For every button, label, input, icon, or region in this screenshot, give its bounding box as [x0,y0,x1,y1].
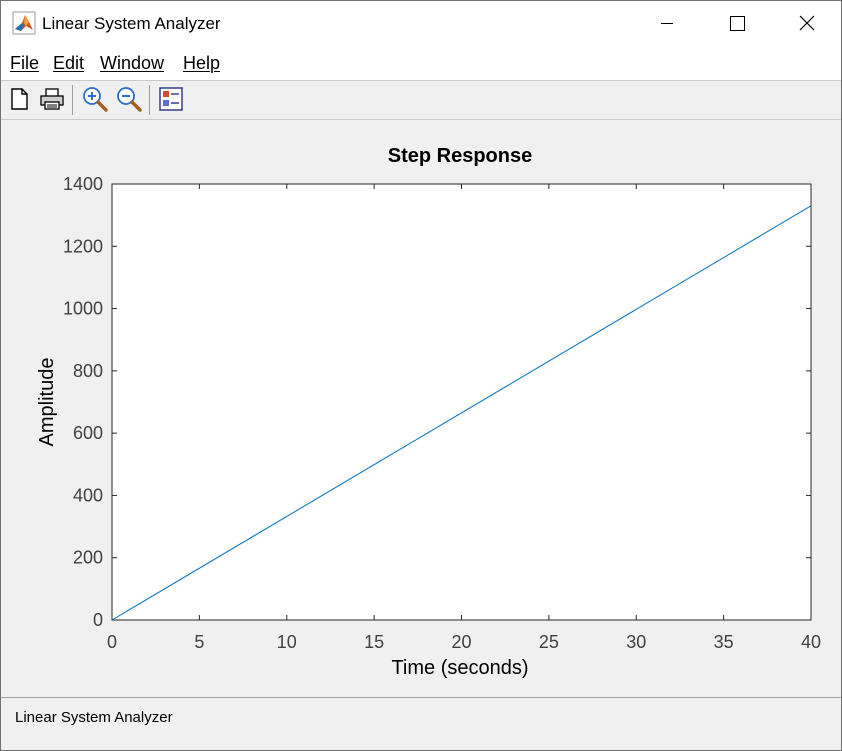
series-line-1 [111,205,812,621]
x-tick-label: 40 [801,632,821,652]
y-tick-label: 200 [73,548,103,568]
axis-ticks: 0 5 10 15 20 25 30 35 40020040060080010001200140… [63,174,821,652]
x-axis-label: Time (seconds) [391,657,528,679]
zoom-out-icon[interactable] [115,85,143,113]
x-tick-label: 20 [451,632,471,652]
x-tick-label: 30 [626,632,646,652]
menu-help[interactable]: Help [183,53,221,73]
y-tick-label: 400 [73,485,103,505]
x-tick-label: 10 [277,632,297,652]
y-axis-label: Amplitude [36,358,58,447]
toolbar-separator [149,85,150,115]
minimize-icon[interactable] [632,1,702,46]
y-tick-label: 0 [93,610,103,630]
zoom-in-icon[interactable] [81,85,109,113]
toolbar-separator [72,85,73,115]
x-tick-label: 5 [194,632,204,652]
series-layer [111,205,812,621]
toolbar-top-divider [1,80,841,81]
close-icon[interactable] [772,1,842,46]
y-tick-label: 1000 [63,299,103,319]
chart-title: Step Response [388,145,532,167]
x-tick-label: 0 [107,632,117,652]
menu-edit[interactable]: Edit [53,53,85,73]
matlab-icon [12,11,36,35]
y-tick-label: 800 [73,361,103,381]
status-divider [1,697,841,698]
plot-configurations-icon[interactable] [157,85,185,113]
menu-window[interactable]: Window [100,53,165,73]
step-response-chart[interactable]: Step Response 0 5 10 15 20 25 30 35 400200400600… [1,120,841,697]
maximize-icon[interactable] [702,1,772,46]
print-icon[interactable] [38,85,66,113]
status-text: Linear System Analyzer [15,709,173,726]
y-tick-label: 1200 [63,236,103,256]
menu-bar: File Edit Window Help [1,46,841,80]
y-tick-label: 1400 [63,174,103,194]
y-tick-label: 600 [73,423,103,443]
axes-box[interactable] [111,183,812,621]
new-document-icon[interactable] [5,85,33,113]
toolbar-bottom-divider [1,119,841,120]
title-bar[interactable]: Linear System Analyzer [1,1,841,46]
menu-file[interactable]: File [10,53,40,73]
plot-area: Step Response 0 5 10 15 20 25 30 35 40 0 200 400 600… [1,120,841,697]
x-tick-label: 15 [364,632,384,652]
x-tick-label: 25 [539,632,559,652]
toolbar [1,81,841,118]
x-tick-label: 35 [714,632,734,652]
window-title: Linear System Analyzer [42,14,221,33]
